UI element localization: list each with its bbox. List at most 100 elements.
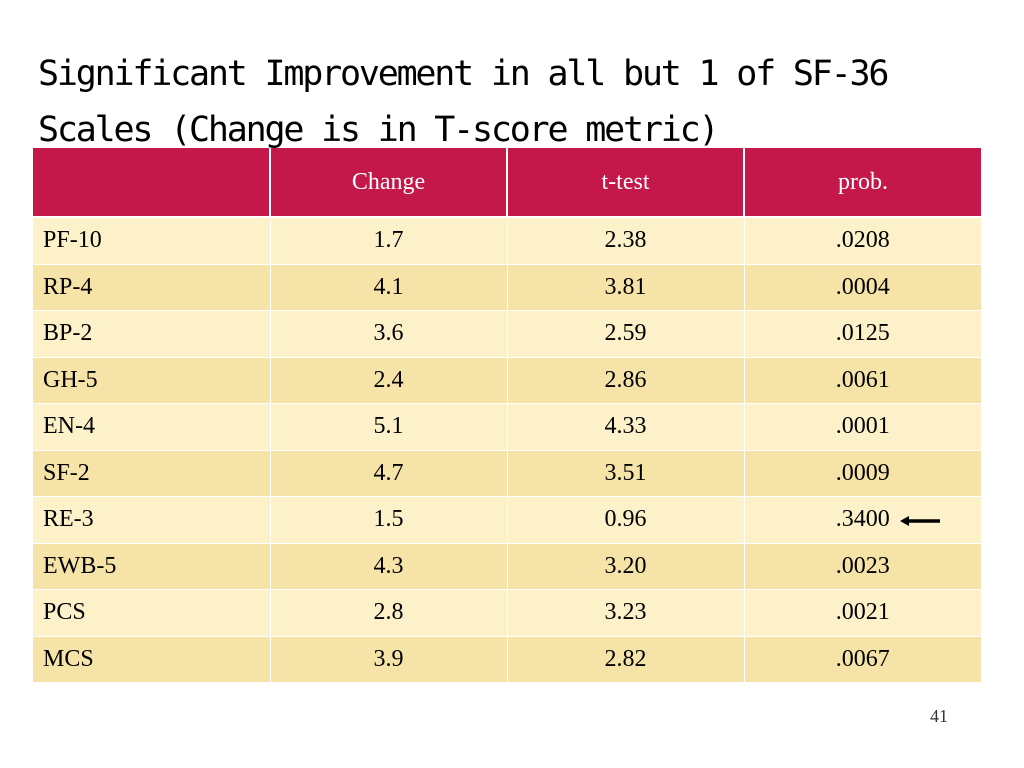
scale-cell: GH-5 (33, 356, 271, 404)
header-change: Change (269, 148, 508, 218)
ttest-cell: 4.33 (506, 403, 745, 451)
header-row: Change t-test prob. (33, 148, 981, 218)
ttest-cell-value: 2.59 (604, 320, 647, 347)
slide-title-line-1: Significant Improvement in all but 1 of … (38, 54, 889, 94)
scale-cell-value: RP-4 (43, 273, 93, 300)
change-cell-value: 4.7 (373, 459, 404, 486)
change-cell-value: 1.5 (373, 506, 404, 533)
ttest-cell: 2.59 (506, 310, 745, 358)
ttest-cell-value: 3.23 (604, 599, 647, 626)
prob-cell: .0009 (743, 449, 981, 497)
scale-cell: SF-2 (33, 449, 271, 497)
change-cell: 2.8 (269, 589, 508, 637)
header-ttest: t-test (506, 148, 745, 218)
ttest-cell: 3.51 (506, 449, 745, 497)
scale-cell: MCS (33, 635, 271, 683)
scale-cell: EN-4 (33, 403, 271, 451)
change-cell-value: 3.9 (373, 645, 404, 672)
prob-cell-value: .0021 (835, 599, 890, 626)
slide-title: Significant Improvement in all but 1 of … (38, 46, 1013, 158)
prob-cell-value: .0001 (835, 413, 890, 440)
prob-cell: .0067 (743, 635, 981, 683)
change-cell-value: 4.3 (373, 552, 404, 579)
sf36-results-table: Change t-test prob. PF-10 1.7 2.38 .0208 RP-… (33, 148, 981, 683)
change-cell: 3.6 (269, 310, 508, 358)
ttest-cell: 2.86 (506, 356, 745, 404)
prob-cell-value: .0004 (835, 273, 890, 300)
prob-cell-value: .3400 (835, 506, 890, 533)
table-header: Change t-test prob. (33, 148, 981, 218)
table-row: MCS 3.9 2.82 .0067 (33, 635, 981, 683)
prob-cell: .0061 (743, 356, 981, 404)
ttest-cell-value: 3.20 (604, 552, 647, 579)
change-cell: 2.4 (269, 356, 508, 404)
table-row: PCS 2.8 3.23 .0021 (33, 589, 981, 637)
change-cell: 4.7 (269, 449, 508, 497)
scale-cell-value: EWB-5 (43, 552, 117, 579)
change-cell-value: 2.8 (373, 599, 404, 626)
table-row: PF-10 1.7 2.38 .0208 (33, 216, 981, 265)
change-cell-value: 4.1 (373, 273, 404, 300)
table-row: BP-2 3.6 2.59 .0125 (33, 310, 981, 358)
prob-cell-value: .0061 (835, 366, 890, 393)
scale-cell-value: PCS (43, 599, 86, 626)
ttest-cell: 2.38 (506, 216, 745, 265)
change-cell: 4.3 (269, 542, 508, 590)
table-row: SF-2 4.7 3.51 .0009 (33, 449, 981, 497)
prob-cell: .0125 (743, 310, 981, 358)
ttest-cell-value: 0.96 (604, 506, 647, 533)
ttest-cell-value: 2.38 (604, 227, 647, 254)
prob-cell: .0208 (743, 216, 981, 265)
table-row: RP-4 4.1 3.81 .0004 (33, 263, 981, 311)
prob-cell: .0021 (743, 589, 981, 637)
table-row: EN-4 5.1 4.33 .0001 (33, 403, 981, 451)
change-cell-value: 2.4 (373, 366, 404, 393)
prob-cell-value: .0125 (835, 320, 890, 347)
ttest-cell-value: 3.81 (604, 273, 647, 300)
scale-cell: PF-10 (33, 216, 271, 265)
change-cell: 1.5 (269, 496, 508, 544)
prob-cell-value: .0208 (835, 227, 890, 254)
scale-cell-value: BP-2 (43, 320, 93, 347)
scale-cell-value: RE-3 (43, 506, 94, 533)
ttest-cell: 3.20 (506, 542, 745, 590)
scale-cell-value: MCS (43, 645, 94, 672)
scale-cell-value: PF-10 (43, 227, 102, 254)
prob-cell: .3400 (743, 496, 981, 544)
change-cell: 3.9 (269, 635, 508, 683)
scale-cell-value: SF-2 (43, 459, 90, 486)
change-cell-value: 1.7 (373, 227, 404, 254)
prob-cell: .0023 (743, 542, 981, 590)
prob-cell: .0001 (743, 403, 981, 451)
change-cell-value: 5.1 (373, 413, 404, 440)
scale-cell: EWB-5 (33, 542, 271, 590)
prob-cell: .0004 (743, 263, 981, 311)
scale-cell: RP-4 (33, 263, 271, 311)
scale-cell: PCS (33, 589, 271, 637)
scale-cell: RE-3 (33, 496, 271, 544)
ttest-cell: 3.23 (506, 589, 745, 637)
ttest-cell: 3.81 (506, 263, 745, 311)
scale-cell: BP-2 (33, 310, 271, 358)
table-row: RE-3 1.5 0.96 .3400 (33, 496, 981, 544)
header-prob: prob. (743, 148, 981, 218)
ttest-cell-value: 3.51 (604, 459, 647, 486)
left-arrow-icon (899, 515, 940, 527)
scale-cell-value: EN-4 (43, 413, 95, 440)
ttest-cell-value: 2.86 (604, 366, 647, 393)
ttest-cell: 2.82 (506, 635, 745, 683)
ttest-cell-value: 2.82 (604, 645, 647, 672)
change-cell: 5.1 (269, 403, 508, 451)
change-cell: 1.7 (269, 216, 508, 265)
table-row: GH-5 2.4 2.86 .0061 (33, 356, 981, 404)
scale-cell-value: GH-5 (43, 366, 98, 393)
prob-cell-value: .0009 (835, 459, 890, 486)
table-row: EWB-5 4.3 3.20 .0023 (33, 542, 981, 590)
change-cell-value: 3.6 (373, 320, 404, 347)
page-number: 41 (930, 706, 948, 726)
slide-title-line-2: Scales (Change is in T-score metric) (38, 110, 720, 150)
prob-cell-value: .0067 (835, 645, 890, 672)
ttest-cell: 0.96 (506, 496, 745, 544)
prob-cell-value: .0023 (835, 552, 890, 579)
table-body: PF-10 1.7 2.38 .0208 RP-4 4.1 3.81 .0004 BP-2 3.6… (33, 216, 981, 683)
